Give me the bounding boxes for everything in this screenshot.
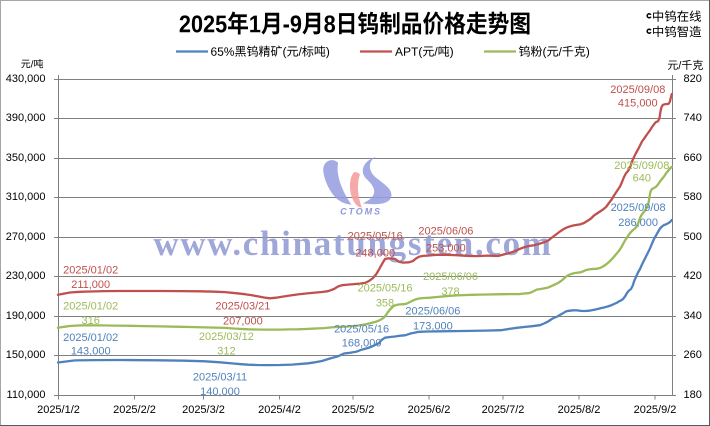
svg-text:2025/1/2: 2025/1/2 <box>37 404 80 416</box>
svg-text:2025/09/08: 2025/09/08 <box>614 160 669 172</box>
svg-text:2025/06/06: 2025/06/06 <box>405 306 460 318</box>
svg-text:2025/01/02: 2025/01/02 <box>63 300 118 312</box>
svg-text:2025/05/16: 2025/05/16 <box>348 230 403 242</box>
svg-text:415,000: 415,000 <box>618 98 658 110</box>
svg-text:2025/09/08: 2025/09/08 <box>611 202 666 214</box>
svg-text:358: 358 <box>376 298 394 310</box>
svg-text:270,000: 270,000 <box>6 231 46 243</box>
svg-text:110,000: 110,000 <box>7 389 46 401</box>
svg-text:420: 420 <box>684 270 702 282</box>
svg-text:211,000: 211,000 <box>71 279 110 291</box>
svg-text:340: 340 <box>684 310 702 322</box>
svg-text:2025/03/21: 2025/03/21 <box>215 300 270 312</box>
svg-text:173,000: 173,000 <box>413 320 453 332</box>
svg-text:820: 820 <box>684 73 702 85</box>
svg-text:2025/03/12: 2025/03/12 <box>199 331 254 343</box>
svg-text:2025/6/2: 2025/6/2 <box>408 404 451 416</box>
svg-text:2025/06/06: 2025/06/06 <box>418 226 473 238</box>
svg-text:2025/5/2: 2025/5/2 <box>332 404 375 416</box>
svg-text:190,000: 190,000 <box>6 310 46 322</box>
svg-text:CTOMS: CTOMS <box>340 206 382 216</box>
svg-text:2025/05/16: 2025/05/16 <box>357 283 412 295</box>
svg-text:660: 660 <box>684 152 702 164</box>
svg-text:143,000: 143,000 <box>71 346 111 358</box>
svg-text:2025/2/2: 2025/2/2 <box>113 404 156 416</box>
svg-text:640: 640 <box>633 173 651 185</box>
svg-text:150,000: 150,000 <box>6 349 46 361</box>
svg-text:316: 316 <box>82 315 100 327</box>
svg-text:230,000: 230,000 <box>6 270 46 282</box>
svg-text:2025/05/16: 2025/05/16 <box>334 324 389 336</box>
svg-text:2025/7/2: 2025/7/2 <box>482 404 525 416</box>
svg-text:2025/01/02: 2025/01/02 <box>63 264 118 276</box>
svg-text:168,000: 168,000 <box>342 338 382 350</box>
svg-text:180: 180 <box>684 389 702 401</box>
svg-text:140,000: 140,000 <box>200 386 240 398</box>
svg-text:378: 378 <box>441 286 459 298</box>
svg-text:248,000: 248,000 <box>355 248 395 260</box>
svg-text:2025/03/11: 2025/03/11 <box>193 371 247 383</box>
svg-text:430,000: 430,000 <box>6 73 46 85</box>
svg-text:2025/01/02: 2025/01/02 <box>63 332 118 344</box>
svg-text:2025/09/08: 2025/09/08 <box>610 84 665 96</box>
svg-text:500: 500 <box>684 231 702 243</box>
svg-text:207,000: 207,000 <box>223 316 263 328</box>
svg-text:350,000: 350,000 <box>6 152 46 164</box>
svg-text:580: 580 <box>684 191 702 203</box>
svg-text:310,000: 310,000 <box>6 191 46 203</box>
svg-text:312: 312 <box>217 345 235 357</box>
svg-text:390,000: 390,000 <box>6 112 46 124</box>
svg-text:2025/8/2: 2025/8/2 <box>558 404 601 416</box>
svg-text:2025/9/2: 2025/9/2 <box>634 404 677 416</box>
svg-text:260: 260 <box>684 349 702 361</box>
svg-text:2025/4/2: 2025/4/2 <box>258 404 301 416</box>
svg-text:2025/06/06: 2025/06/06 <box>423 271 478 283</box>
svg-text:253,000: 253,000 <box>426 243 466 255</box>
svg-text:2025/3/2: 2025/3/2 <box>182 404 225 416</box>
svg-text:740: 740 <box>684 112 702 124</box>
svg-text:286,000: 286,000 <box>618 217 658 229</box>
